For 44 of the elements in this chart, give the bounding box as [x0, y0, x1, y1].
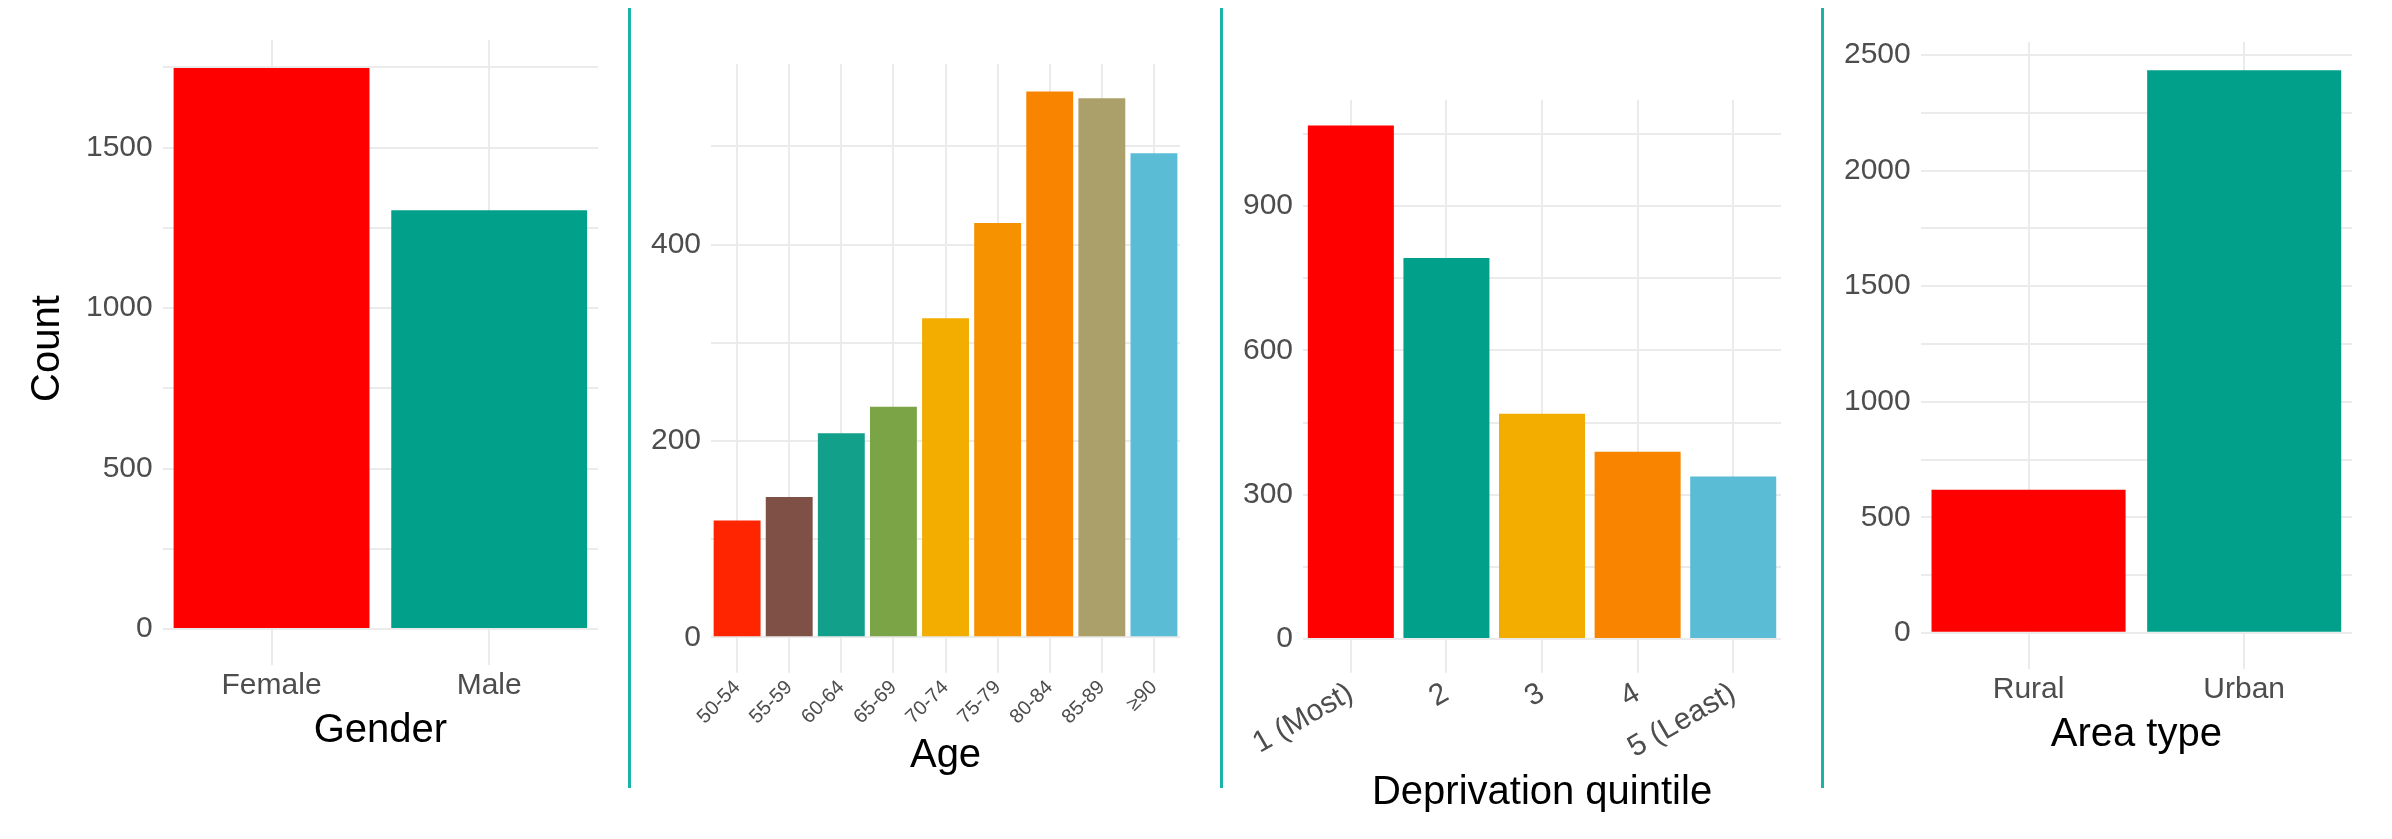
y-tick-label: 500 [102, 449, 153, 483]
y-tick-label: 0 [684, 618, 702, 652]
y-tick-label: 400 [650, 225, 702, 259]
y-tick-label: 2500 [1843, 36, 1911, 70]
bar [1078, 98, 1126, 637]
y-tick-label: 1000 [1843, 383, 1911, 417]
y-tick-label: 500 [1860, 498, 1911, 532]
bar [974, 223, 1022, 637]
bar [817, 433, 865, 637]
y-tick-label: 2000 [1843, 151, 1911, 185]
x-tick-label: 3 [1518, 674, 1550, 712]
x-tick-label: Rural [1992, 671, 2065, 705]
x-tick-label: 4 [1613, 674, 1645, 712]
bar [869, 406, 917, 637]
bar [1690, 476, 1777, 639]
y-tick-label: 1500 [1843, 267, 1911, 301]
y-tick-label: 1000 [85, 289, 153, 323]
bar [1499, 413, 1586, 639]
y-tick-label: 0 [136, 610, 153, 644]
x-axis-title: Gender [313, 706, 448, 751]
bar [1307, 125, 1394, 639]
bar [765, 496, 813, 637]
x-axis-title: Deprivation quintile [1371, 768, 1713, 813]
bar [922, 318, 969, 637]
y-tick-label: 0 [1894, 614, 1911, 648]
y-tick-label: 600 [1242, 331, 1294, 365]
bar [1594, 451, 1681, 639]
y-tick-label: 200 [650, 422, 702, 456]
bar [1403, 257, 1490, 639]
bar [713, 520, 761, 637]
x-tick-label: 2 [1422, 674, 1454, 712]
bar [1026, 91, 1074, 637]
x-tick-label: Female [221, 667, 322, 701]
y-tick-label: 300 [1242, 475, 1294, 509]
y-tick-label: 0 [1276, 620, 1294, 654]
x-tick-label: Male [456, 667, 522, 701]
bar [1130, 153, 1178, 637]
x-tick-label: ≥90 [1121, 675, 1161, 715]
x-tick-label: Urban [2203, 671, 2286, 705]
x-axis-title: Area type [2050, 710, 2222, 755]
y-tick-label: 1500 [85, 128, 153, 162]
y-tick-label: 900 [1242, 187, 1294, 221]
y-axis-title: Count [23, 295, 68, 402]
x-axis-title: Age [909, 731, 982, 776]
